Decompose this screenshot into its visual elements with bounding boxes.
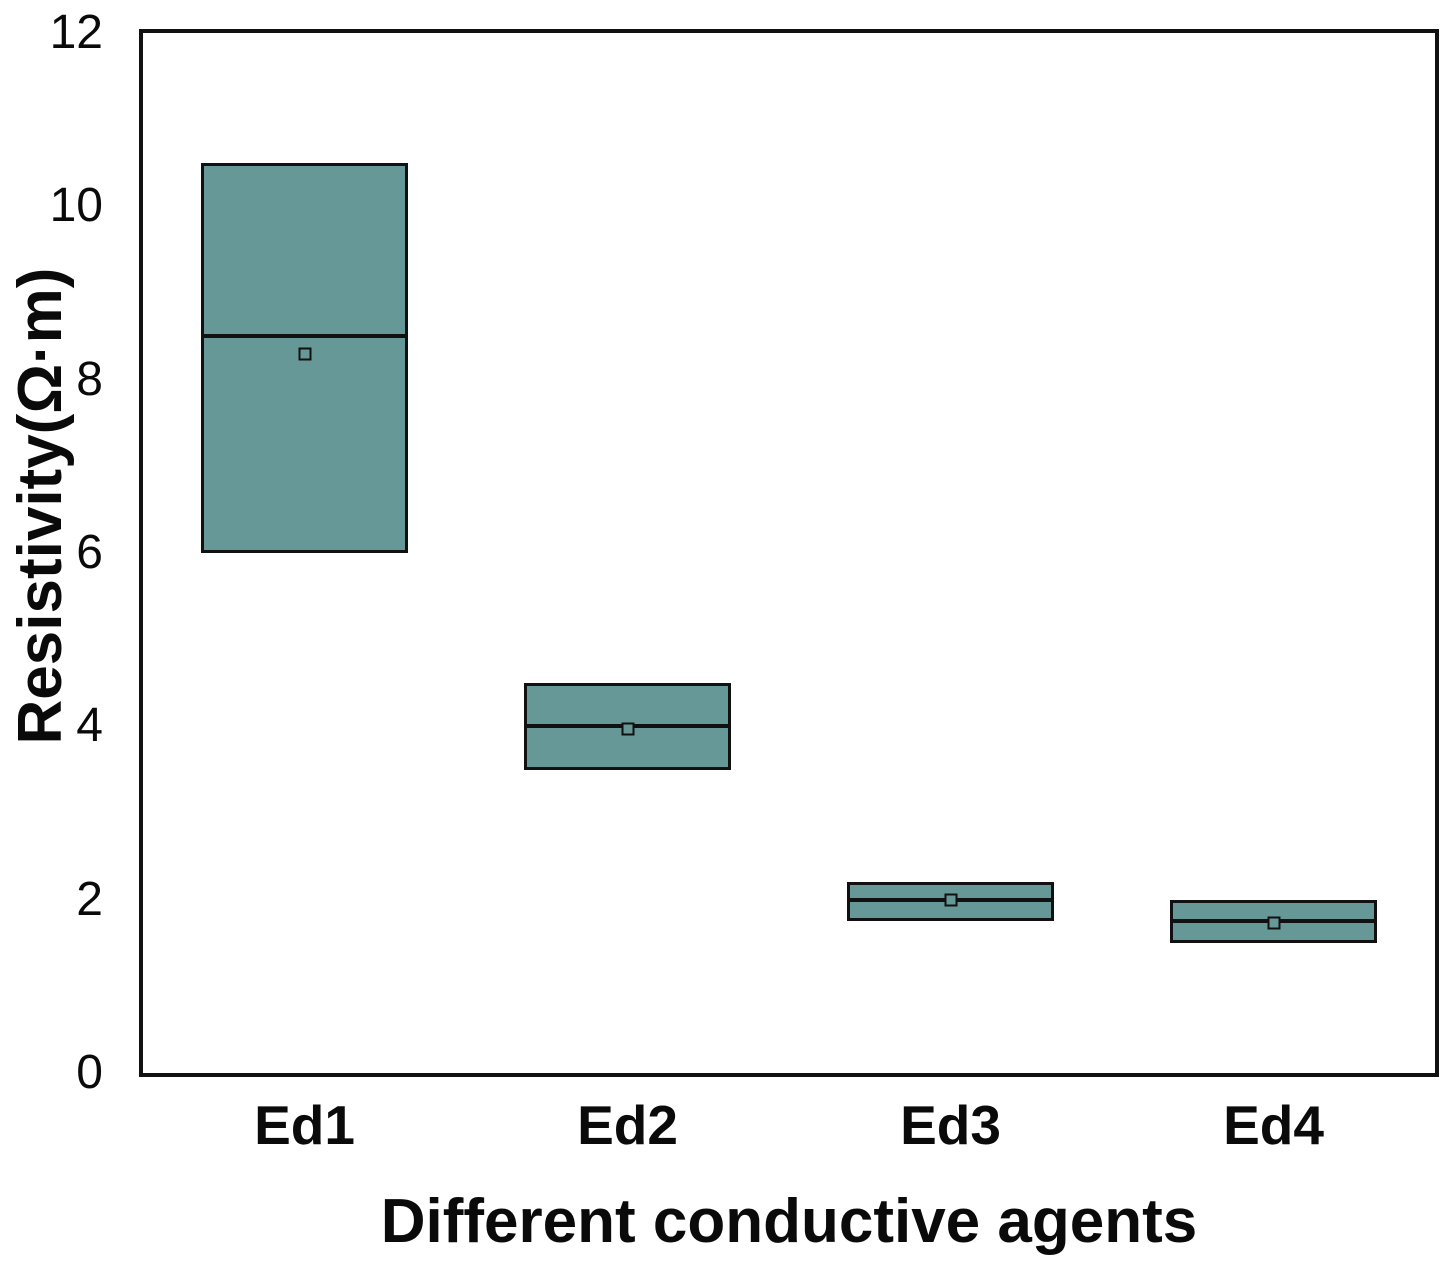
y-tick-label-10: 10 xyxy=(49,179,103,233)
mean-marker-ed2 xyxy=(621,722,634,736)
y-tick-label-8: 8 xyxy=(76,352,103,406)
x-category-label-ed3: Ed3 xyxy=(900,1094,1001,1156)
x-axis-title: Different conductive agents xyxy=(380,1187,1198,1256)
box-ed3 xyxy=(847,882,1054,922)
y-tick-label-2: 2 xyxy=(76,872,103,926)
x-category-label-ed1: Ed1 xyxy=(254,1094,355,1156)
y-tick-label-4: 4 xyxy=(76,699,103,753)
plot-area xyxy=(139,29,1439,1077)
mean-marker-ed3 xyxy=(944,893,957,907)
y-axis-tick-labels: 0 2 4 6 8 10 12 xyxy=(0,9,103,1097)
x-axis-category-labels: Ed1 Ed2 Ed3 Ed4 xyxy=(143,1073,1435,1163)
y-tick-label-12: 12 xyxy=(49,6,103,59)
y-tick-label-6: 6 xyxy=(76,526,103,579)
x-category-label-ed4: Ed4 xyxy=(1223,1094,1324,1156)
mean-marker-ed4 xyxy=(1267,916,1280,930)
y-tick-label-0: 0 xyxy=(76,1046,103,1099)
mean-marker-ed1 xyxy=(298,347,311,361)
median-line-ed1 xyxy=(201,334,408,339)
x-category-label-ed2: Ed2 xyxy=(577,1094,678,1156)
